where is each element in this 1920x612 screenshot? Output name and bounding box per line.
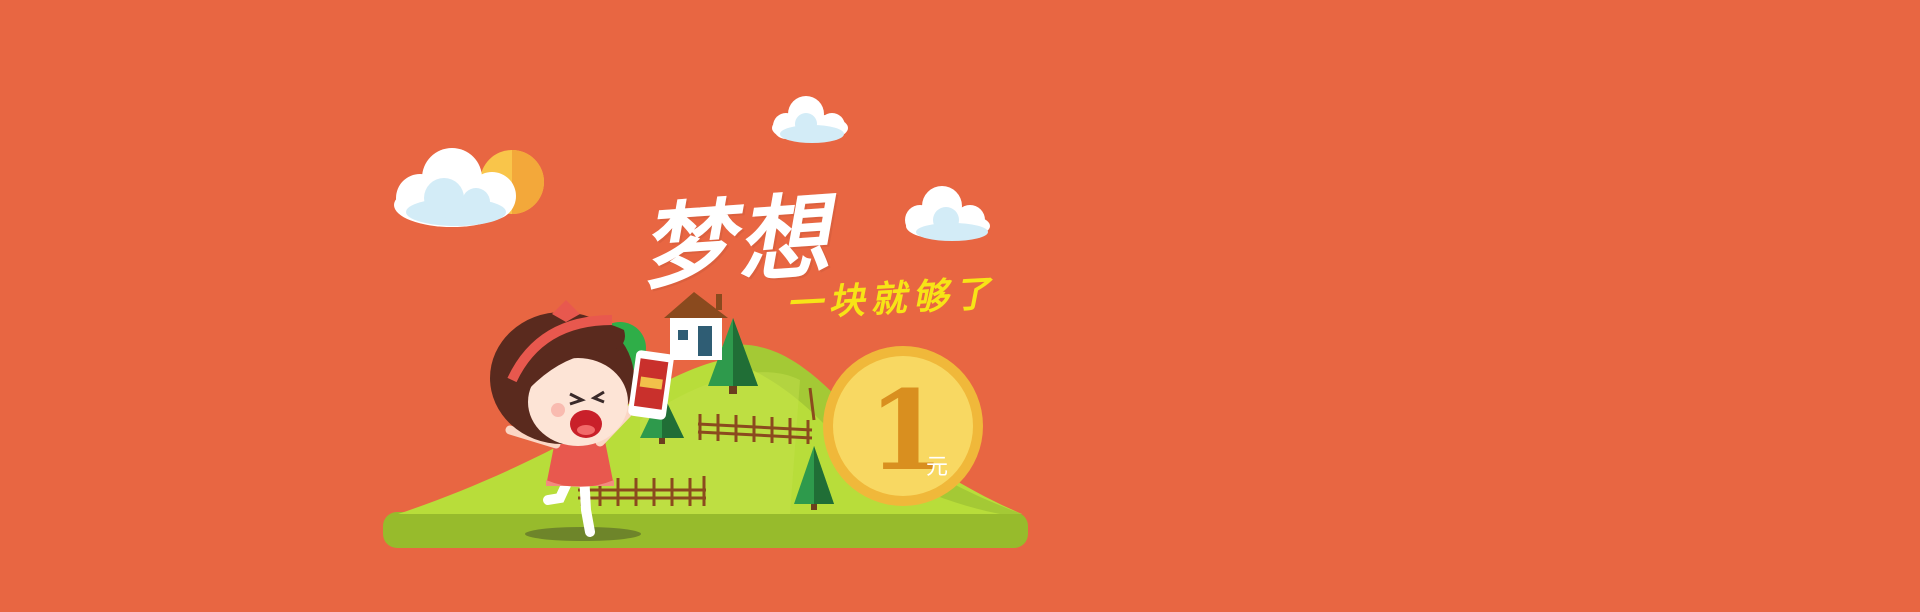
phone-icon: [628, 350, 674, 420]
cloud-icon: [905, 186, 990, 241]
tagline: 一块就够了: [785, 273, 998, 326]
coin-icon: [823, 346, 983, 506]
cloud-icon: [772, 96, 848, 143]
house-icon: [664, 292, 728, 360]
tree-icon: [794, 446, 834, 510]
coin-value: 1: [868, 366, 945, 495]
fence-icon: [697, 387, 816, 444]
cloud-icon: [394, 148, 516, 227]
girl-illustration: [490, 300, 674, 541]
tree-icon: [708, 318, 758, 394]
coin-unit: 元: [926, 455, 949, 480]
